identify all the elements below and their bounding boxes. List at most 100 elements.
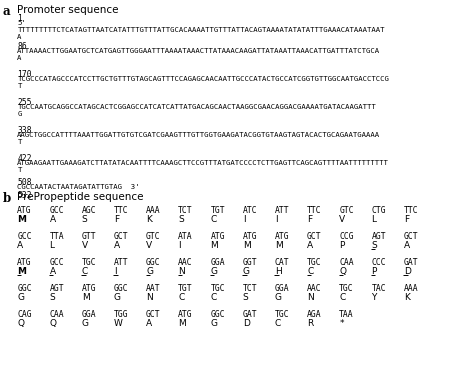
Text: A: A — [114, 241, 120, 250]
Text: A: A — [17, 55, 22, 61]
Text: GAT: GAT — [404, 258, 418, 267]
Text: ATG: ATG — [243, 232, 257, 241]
Text: M: M — [178, 319, 186, 328]
Text: GTC: GTC — [339, 206, 354, 215]
Text: TCT: TCT — [243, 284, 257, 293]
Text: S: S — [243, 293, 248, 302]
Text: G: G — [82, 319, 89, 328]
Text: GGC: GGC — [114, 284, 128, 293]
Text: ATC: ATC — [243, 206, 257, 215]
Text: AGT: AGT — [372, 232, 386, 241]
Text: GGC: GGC — [146, 258, 161, 267]
Text: T: T — [17, 83, 22, 89]
Text: ATG: ATG — [210, 232, 225, 241]
Text: ATG: ATG — [275, 232, 290, 241]
Text: L: L — [49, 241, 55, 250]
Text: I: I — [275, 215, 277, 224]
Text: TCT: TCT — [178, 206, 193, 215]
Text: 5': 5' — [17, 20, 26, 26]
Text: Q: Q — [49, 319, 56, 328]
Text: C: C — [339, 293, 346, 302]
Text: ATG: ATG — [17, 206, 32, 215]
Text: A: A — [404, 241, 410, 250]
Text: AAA: AAA — [146, 206, 161, 215]
Text: GCT: GCT — [114, 232, 128, 241]
Text: I: I — [178, 241, 181, 250]
Text: AGC: AGC — [82, 206, 96, 215]
Text: 508: 508 — [17, 178, 32, 187]
Text: TGT: TGT — [178, 284, 193, 293]
Text: S: S — [49, 293, 55, 302]
Text: G: G — [210, 267, 218, 276]
Text: GGA: GGA — [210, 258, 225, 267]
Text: CAT: CAT — [275, 258, 290, 267]
Text: AAT: AAT — [146, 284, 161, 293]
Text: GCT: GCT — [404, 232, 418, 241]
Text: GCC: GCC — [49, 258, 64, 267]
Text: M: M — [243, 241, 250, 250]
Text: C: C — [307, 267, 313, 276]
Text: 170: 170 — [17, 70, 32, 79]
Text: PrePropeptide sequence: PrePropeptide sequence — [17, 192, 144, 202]
Text: GCT: GCT — [307, 232, 322, 241]
Text: V: V — [339, 215, 346, 224]
Text: AGT: AGT — [49, 284, 64, 293]
Text: GCC: GCC — [49, 206, 64, 215]
Text: AGA: AGA — [307, 310, 322, 319]
Text: F: F — [307, 215, 312, 224]
Text: A: A — [17, 241, 23, 250]
Text: M: M — [210, 241, 218, 250]
Text: ATTAAAACTTGGAATGCTCATGAGTTGGGAATTTAAAATAAACTTATAAACAAGATTATAAATTAAACATTGATTTATCT: ATTAAAACTTGGAATGCTCATGAGTTGGGAATTTAAAATA… — [17, 48, 381, 54]
Text: G: G — [17, 111, 22, 117]
Text: CTG: CTG — [372, 206, 386, 215]
Text: AAC: AAC — [178, 258, 193, 267]
Text: TTC: TTC — [307, 206, 322, 215]
Text: CGCCAATACTAATAGATATTGTAG  3': CGCCAATACTAATAGATATTGTAG 3' — [17, 184, 140, 190]
Text: N: N — [146, 293, 153, 302]
Text: G: G — [275, 293, 282, 302]
Text: CCC: CCC — [372, 258, 386, 267]
Text: TAC: TAC — [372, 284, 386, 293]
Text: T: T — [17, 139, 22, 145]
Text: ATT: ATT — [275, 206, 290, 215]
Text: S: S — [372, 241, 377, 250]
Text: GAT: GAT — [243, 310, 257, 319]
Text: I: I — [114, 267, 117, 276]
Text: C: C — [178, 293, 184, 302]
Text: ATG: ATG — [17, 258, 32, 267]
Text: CAG: CAG — [17, 310, 32, 319]
Text: N: N — [307, 293, 314, 302]
Text: L: L — [372, 215, 376, 224]
Text: 532: 532 — [17, 191, 32, 200]
Text: C: C — [210, 215, 217, 224]
Text: M: M — [17, 267, 26, 276]
Text: AAGCTGGCCATTTTAAATTGGATTGTGTCGATCGAAGTTTGTTGGTGAAGATACGGTGTAAGTAGTACACTGCAGAATGA: AAGCTGGCCATTTTAAATTGGATTGTGTCGATCGAAGTTT… — [17, 132, 381, 138]
Text: 86: 86 — [17, 42, 27, 51]
Text: C: C — [82, 267, 88, 276]
Text: A: A — [49, 267, 55, 276]
Text: C: C — [210, 293, 217, 302]
Text: TGG: TGG — [114, 310, 128, 319]
Text: CAA: CAA — [339, 258, 354, 267]
Text: 422: 422 — [17, 154, 32, 163]
Text: Q: Q — [17, 319, 24, 328]
Text: TGCCAATGCAGGCCATAGCACTCGGAGCCATCATCATTATGACAGCAACTAAGGCGAACAGGACGAAAATGATACAAGAT: TGCCAATGCAGGCCATAGCACTCGGAGCCATCATCATTAT… — [17, 104, 376, 110]
Text: Y: Y — [372, 293, 377, 302]
Text: F: F — [404, 215, 409, 224]
Text: ATA: ATA — [178, 232, 193, 241]
Text: P: P — [372, 267, 377, 276]
Text: T: T — [17, 167, 22, 173]
Text: K: K — [404, 293, 410, 302]
Text: TTTTTTTTTCTCATAGTTAATCATATTTGTTTATTGCACAAAATTGTTTATTACAGTAAAATATATATTTGAAACATAAA: TTTTTTTTTCTCATAGTTAATCATATTTGTTTATTGCACA… — [17, 27, 385, 33]
Text: TTC: TTC — [114, 206, 128, 215]
Text: C: C — [275, 319, 281, 328]
Text: GGT: GGT — [243, 258, 257, 267]
Text: GGA: GGA — [82, 310, 96, 319]
Text: TAA: TAA — [339, 310, 354, 319]
Text: W: W — [114, 319, 123, 328]
Text: GGC: GGC — [17, 284, 32, 293]
Text: TTC: TTC — [404, 206, 418, 215]
Text: GGA: GGA — [275, 284, 290, 293]
Text: H: H — [275, 267, 282, 276]
Text: P: P — [339, 241, 345, 250]
